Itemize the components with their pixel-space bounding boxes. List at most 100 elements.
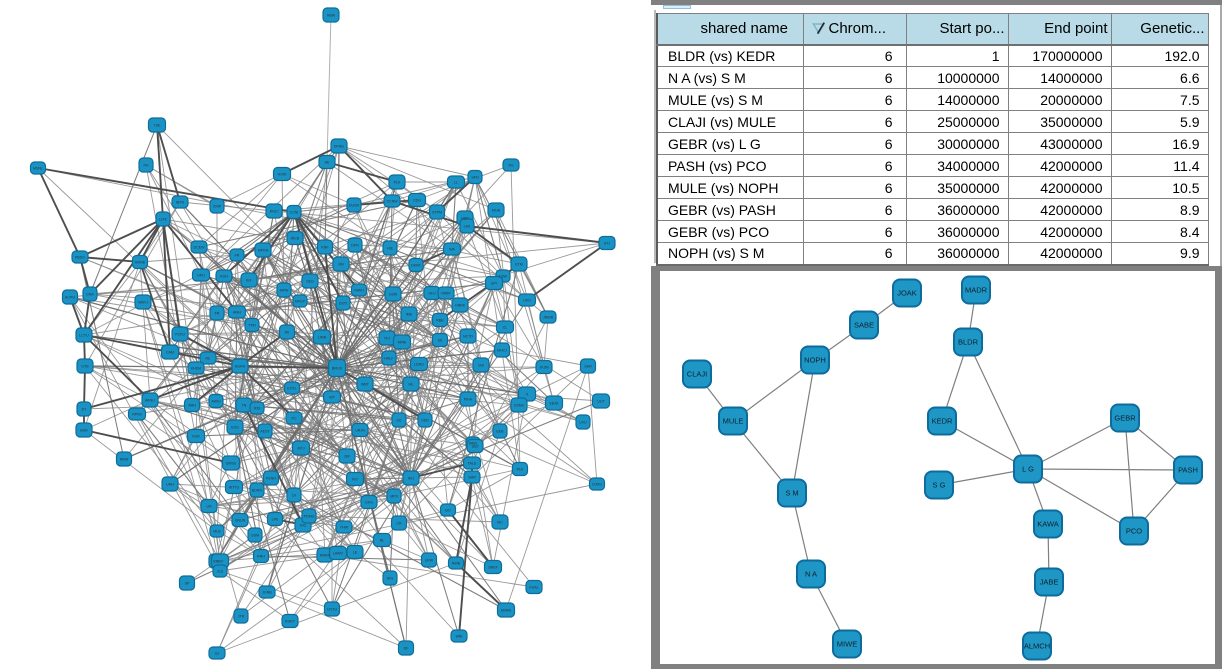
svg-text:MPII: MPII bbox=[390, 495, 397, 499]
svg-text:PASH: PASH bbox=[1178, 466, 1198, 475]
svg-text:KUH: KUH bbox=[220, 275, 228, 279]
svg-text:UKO: UKO bbox=[523, 299, 531, 303]
svg-text:TN: TN bbox=[242, 404, 247, 408]
svg-text:IOG: IOG bbox=[300, 524, 307, 528]
svg-text:MIWE: MIWE bbox=[837, 640, 857, 649]
svg-text:LIMN: LIMN bbox=[318, 336, 327, 340]
svg-text:CR: CR bbox=[396, 522, 402, 526]
svg-text:RWIP: RWIP bbox=[441, 292, 451, 296]
svg-text:RL: RL bbox=[380, 539, 385, 543]
svg-text:RIWH: RIWH bbox=[354, 289, 364, 293]
svg-text:PLK: PLK bbox=[394, 181, 401, 185]
svg-text:MSNL: MSNL bbox=[33, 167, 43, 171]
svg-text:MTJ: MTJ bbox=[298, 447, 305, 451]
svg-text:DT: DT bbox=[82, 408, 88, 412]
svg-text:SHR: SHR bbox=[468, 476, 476, 480]
svg-text:PLE: PLE bbox=[517, 468, 524, 472]
svg-text:ACPG: ACPG bbox=[65, 296, 75, 300]
svg-text:WBG: WBG bbox=[469, 442, 478, 446]
svg-text:EBJK: EBJK bbox=[550, 402, 560, 406]
svg-text:HIG: HIG bbox=[387, 577, 394, 581]
svg-text:RS: RS bbox=[509, 164, 515, 168]
svg-text:WCB: WCB bbox=[291, 237, 300, 241]
svg-text:MADR: MADR bbox=[965, 286, 988, 295]
svg-text:JNWB: JNWB bbox=[543, 316, 554, 320]
svg-text:GPU: GPU bbox=[197, 274, 205, 278]
svg-text:RO: RO bbox=[352, 478, 358, 482]
svg-text:SK: SK bbox=[438, 339, 443, 343]
svg-text:AEST: AEST bbox=[260, 430, 270, 434]
svg-text:IEF: IEF bbox=[246, 279, 252, 283]
svg-text:MULE: MULE bbox=[723, 417, 744, 426]
svg-text:ARH: ARH bbox=[188, 404, 196, 408]
svg-text:SG: SG bbox=[396, 419, 401, 423]
svg-text:PC: PC bbox=[292, 417, 297, 421]
svg-text:TFJ: TFJ bbox=[384, 337, 390, 341]
svg-text:GMSU: GMSU bbox=[226, 462, 237, 466]
svg-text:FUAL: FUAL bbox=[529, 586, 538, 590]
svg-text:EOS: EOS bbox=[231, 426, 239, 430]
svg-text:DFN: DFN bbox=[351, 244, 359, 248]
svg-text:NWB: NWB bbox=[452, 562, 461, 566]
svg-text:HDP: HDP bbox=[461, 217, 469, 221]
svg-text:LKK: LKK bbox=[464, 225, 471, 229]
svg-text:GSM: GSM bbox=[251, 534, 259, 538]
svg-text:HALF: HALF bbox=[384, 357, 394, 361]
svg-text:DI: DI bbox=[292, 494, 296, 498]
svg-text:GEBR: GEBR bbox=[1114, 414, 1136, 423]
svg-text:UHH: UHH bbox=[166, 483, 174, 487]
svg-text:TPN: TPN bbox=[248, 324, 256, 328]
svg-text:CCNI: CCNI bbox=[290, 211, 299, 215]
svg-text:IGW: IGW bbox=[192, 435, 200, 439]
svg-text:JGNB: JGNB bbox=[262, 591, 272, 595]
svg-text:DCEW: DCEW bbox=[194, 246, 206, 250]
svg-text:CLAJI: CLAJI bbox=[687, 370, 707, 379]
svg-text:IFDI: IFDI bbox=[254, 407, 261, 411]
svg-text:WBI: WBI bbox=[456, 635, 463, 639]
svg-text:N A: N A bbox=[805, 570, 817, 579]
svg-text:LAWO: LAWO bbox=[333, 552, 344, 556]
svg-text:LPE: LPE bbox=[272, 518, 279, 522]
svg-text:KEDR: KEDR bbox=[932, 417, 953, 426]
svg-text:BRUS: BRUS bbox=[332, 367, 343, 371]
svg-text:RRH: RRH bbox=[257, 555, 265, 559]
svg-text:UFW: UFW bbox=[425, 559, 434, 563]
svg-text:TSE: TSE bbox=[154, 124, 162, 128]
svg-text:OBRK: OBRK bbox=[455, 304, 466, 308]
svg-text:MHCJ: MHCJ bbox=[497, 349, 507, 353]
svg-text:UNUN: UNUN bbox=[235, 519, 246, 523]
svg-text:ODD: ODD bbox=[421, 419, 429, 423]
svg-text:LRU: LRU bbox=[579, 421, 587, 425]
svg-text:KNF: KNF bbox=[321, 246, 329, 250]
svg-text:FR: FR bbox=[235, 254, 240, 258]
svg-text:SEG: SEG bbox=[306, 280, 314, 284]
svg-text:MPBI: MPBI bbox=[398, 341, 407, 345]
svg-text:SKR: SKR bbox=[584, 365, 592, 369]
svg-text:CDG: CDG bbox=[413, 199, 421, 203]
svg-text:L G: L G bbox=[1022, 465, 1034, 474]
svg-text:HHJ: HHJ bbox=[429, 292, 436, 296]
svg-text:BAD: BAD bbox=[80, 429, 88, 433]
svg-text:PDMG: PDMG bbox=[304, 515, 315, 519]
svg-text:UA: UA bbox=[207, 505, 213, 509]
svg-text:II: II bbox=[526, 393, 528, 397]
svg-text:FR: FR bbox=[215, 312, 220, 316]
svg-text:JLU: JLU bbox=[217, 570, 224, 574]
svg-text:SWNE: SWNE bbox=[135, 261, 146, 265]
svg-text:WTTU: WTTU bbox=[229, 486, 240, 490]
svg-text:URJN: URJN bbox=[355, 429, 365, 433]
svg-text:NOPH: NOPH bbox=[804, 356, 826, 365]
svg-text:THW: THW bbox=[340, 526, 349, 530]
svg-text:STPM: STPM bbox=[432, 211, 442, 215]
svg-text:AWIU: AWIU bbox=[211, 400, 221, 404]
svg-text:GOR: GOR bbox=[389, 293, 398, 297]
svg-text:ALMCH: ALMCH bbox=[1024, 642, 1050, 651]
svg-text:UBJ: UBJ bbox=[472, 445, 479, 449]
svg-text:SREF: SREF bbox=[488, 566, 498, 570]
svg-text:MLB: MLB bbox=[213, 530, 221, 534]
svg-text:WI: WI bbox=[285, 331, 289, 335]
svg-text:BDRD: BDRD bbox=[252, 489, 263, 493]
svg-text:CL: CL bbox=[503, 326, 508, 330]
svg-text:ML: ML bbox=[409, 383, 414, 387]
svg-text:DUSR: DUSR bbox=[349, 204, 360, 208]
